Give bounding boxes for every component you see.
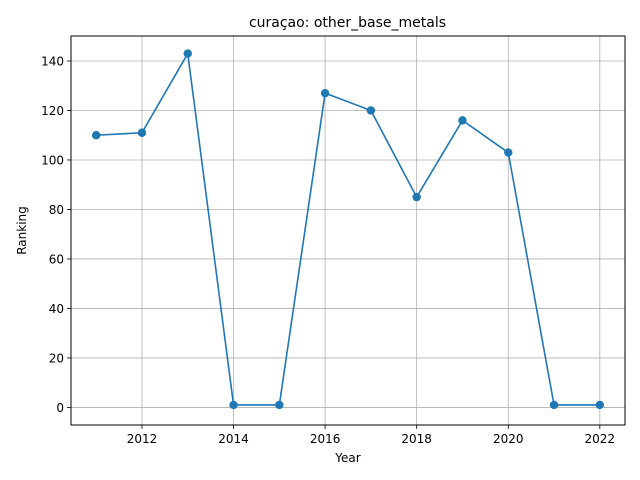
data-point — [137, 128, 147, 137]
data-point — [183, 49, 192, 58]
y-axis-label: Ranking — [15, 206, 29, 255]
data-point — [275, 400, 284, 410]
y-tick-label: 0 — [56, 401, 64, 415]
y-tick-label: 80 — [49, 203, 64, 217]
y-tick-label: 60 — [49, 252, 64, 266]
data-point — [549, 400, 559, 410]
series-layer — [91, 49, 605, 410]
x-tick-label: 2022 — [585, 432, 616, 446]
series-line — [96, 52, 600, 406]
x-axis-ticks: 2012 2014 2016 2018 2020 2022 — [127, 425, 615, 446]
x-tick-label: 2018 — [401, 432, 432, 446]
y-tick-label: 120 — [41, 104, 64, 118]
chart-title: curaçao: other_base_metals — [249, 15, 446, 31]
data-point — [595, 400, 605, 410]
y-axis-ticks: 0 20 40 60 80 100 120 140 — [41, 54, 71, 415]
data-point — [91, 131, 101, 140]
x-tick-label: 2016 — [310, 432, 341, 446]
data-point — [366, 106, 376, 115]
x-tick-label: 2020 — [493, 432, 524, 446]
y-tick-label: 140 — [41, 54, 64, 68]
data-point — [504, 148, 513, 157]
plot-frame — [70, 35, 626, 426]
y-tick-label: 20 — [49, 351, 64, 365]
grid — [71, 36, 625, 425]
x-axis-label: Year — [334, 451, 360, 465]
data-point — [320, 88, 330, 98]
x-tick-label: 2014 — [218, 432, 249, 446]
data-point — [229, 400, 238, 410]
data-point — [458, 116, 467, 125]
data-point — [412, 192, 421, 202]
y-tick-label: 100 — [41, 153, 64, 167]
y-tick-label: 40 — [49, 302, 64, 316]
x-tick-label: 2012 — [127, 432, 158, 446]
